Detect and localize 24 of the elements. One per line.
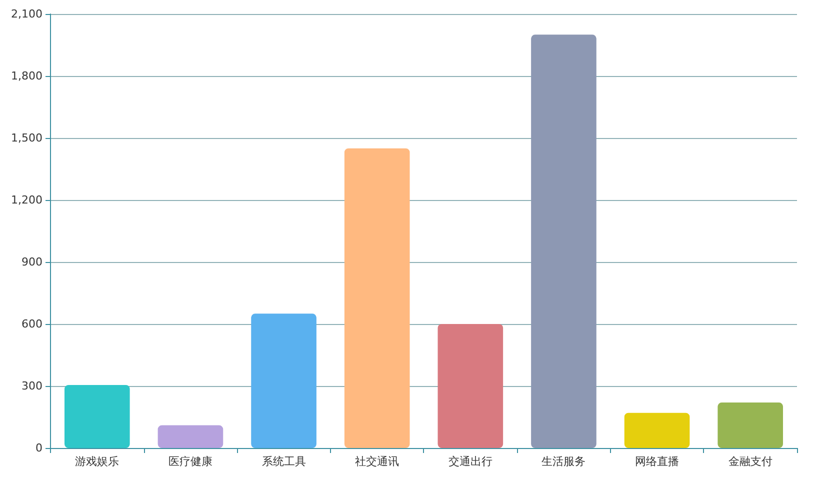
- x-tick-label: 交通出行: [448, 455, 492, 468]
- bar: [531, 34, 596, 448]
- y-tick-label: 0: [35, 442, 42, 454]
- y-tick-label: 1,500: [10, 132, 42, 144]
- y-tick-label: 1,800: [10, 70, 42, 82]
- y-tick-label: 1,200: [10, 194, 42, 206]
- x-tick-label: 金融支付: [728, 455, 772, 468]
- bar: [438, 324, 504, 448]
- y-tick-label: 900: [21, 256, 42, 268]
- bar: [344, 148, 410, 448]
- bar: [251, 314, 316, 448]
- bar: [64, 384, 130, 448]
- bar: [624, 412, 690, 448]
- x-tick-label: 网络直播: [635, 455, 680, 468]
- x-tick-label: 生活服务: [542, 455, 586, 468]
- y-tick-label: 600: [21, 318, 42, 330]
- x-tick-label: 游戏娱乐: [75, 455, 120, 468]
- x-tick-label: 社交通讯: [355, 455, 400, 468]
- y-tick-label: 300: [21, 380, 42, 392]
- bar: [718, 402, 784, 448]
- bar: [158, 425, 224, 448]
- x-tick-label: 医疗健康: [168, 455, 212, 468]
- x-tick-label: 系统工具: [262, 455, 306, 468]
- y-tick-label: 2,100: [10, 8, 42, 20]
